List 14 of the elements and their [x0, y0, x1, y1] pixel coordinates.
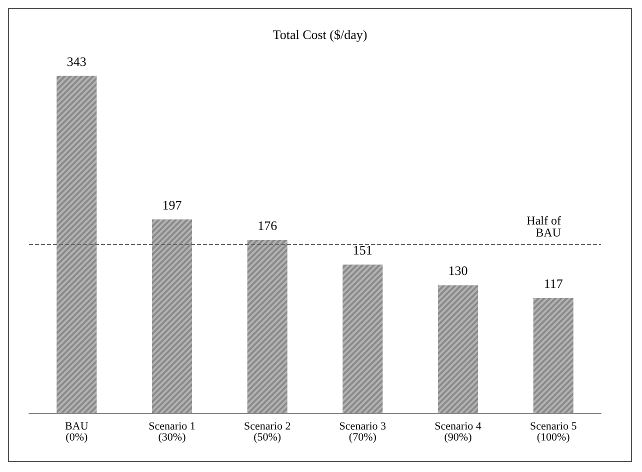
x-tick-label: Scenario 5 (100%): [530, 420, 578, 444]
x-tick-label: Scenario 4 (90%): [434, 420, 482, 444]
x-tick-label: Scenario 2 (50%): [244, 420, 291, 444]
chart-title: Total Cost ($/day): [272, 27, 368, 42]
data-label: 343: [66, 54, 86, 69]
data-label: 130: [448, 263, 468, 278]
x-tick-label: Scenario 3 (70%): [339, 420, 387, 444]
data-label: 176: [258, 218, 278, 234]
x-tick-label: BAU (0%): [65, 420, 88, 444]
x-tick-label: Scenario 1 (30%): [148, 420, 196, 444]
ref-line-label: Half of BAU: [526, 213, 562, 240]
data-label: 151: [352, 242, 372, 258]
data-label: 197: [162, 197, 182, 212]
data-label: 117: [544, 276, 564, 292]
